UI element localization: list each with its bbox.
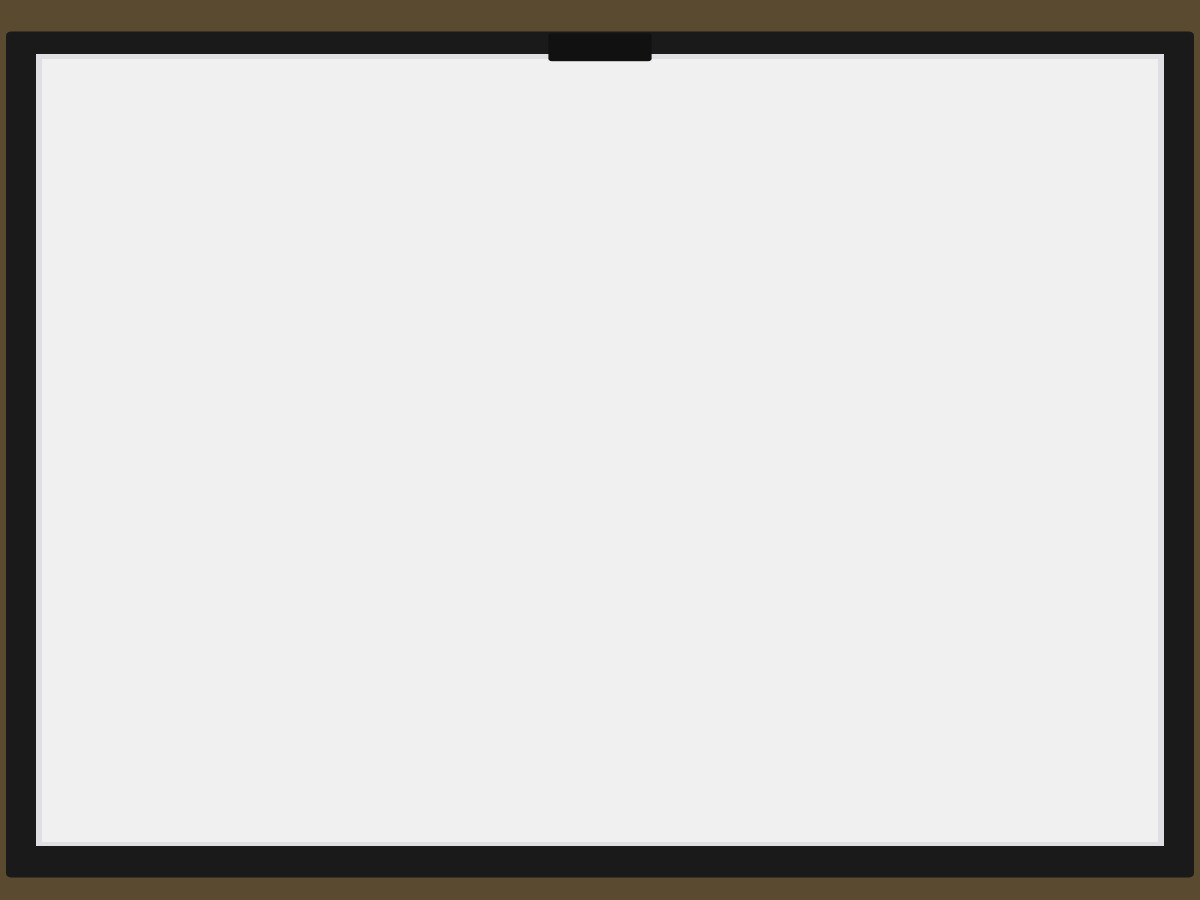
Text: Select one or more:: Select one or more: bbox=[413, 203, 528, 216]
Text: J: J bbox=[130, 664, 132, 674]
Text: Fᵎʙ: Fᵎʙ bbox=[228, 281, 241, 291]
Text: Correct: this example shows the correct calculation for the force named, well do: Correct: this example shows the correct … bbox=[672, 447, 1106, 457]
Text: A: A bbox=[124, 221, 131, 231]
Text: P₁ = 5 kN, P₂ = 10 kN, Jᵥ = 21.25 kN: P₁ = 5 kN, P₂ = 10 kN, Jᵥ = 21.25 kN bbox=[70, 104, 283, 117]
FancyBboxPatch shape bbox=[401, 431, 1130, 471]
FancyBboxPatch shape bbox=[413, 632, 437, 649]
FancyBboxPatch shape bbox=[401, 246, 1130, 285]
Text: FᵎH = 13.0 kN: FᵎH = 13.0 kN bbox=[490, 631, 570, 644]
Text: FᵎH = 14.5 kN: FᵎH = 14.5 kN bbox=[490, 322, 570, 335]
Text: Fₜʙ = −4.00 kN: Fₜʙ = −4.00 kN bbox=[490, 260, 580, 274]
Text: h.: h. bbox=[451, 693, 462, 706]
Text: a₅ m: a₅ m bbox=[97, 547, 120, 557]
Text: a₁ m: a₁ m bbox=[169, 209, 192, 220]
Text: d.: d. bbox=[451, 446, 462, 459]
Text: FᵎH = −13.0 kN: FᵎH = −13.0 kN bbox=[490, 693, 580, 706]
Text: g.: g. bbox=[451, 631, 462, 644]
Text: P₂ kN: P₂ kN bbox=[197, 212, 224, 221]
Text: Fₜʙ = 43.3 kN: Fₜʙ = 43.3 kN bbox=[490, 754, 569, 768]
FancyBboxPatch shape bbox=[413, 385, 437, 402]
Text: Angle FGB makes with the horizontal is –tan⁻¹(1.5/2): Angle FGB makes with the horizontal is –… bbox=[70, 187, 382, 201]
Text: ✓: ✓ bbox=[638, 322, 649, 335]
FancyBboxPatch shape bbox=[413, 446, 437, 464]
Text: FᵎH = −14.5 kN: FᵎH = −14.5 kN bbox=[490, 569, 580, 582]
Text: Angle FGH makes with the horizontal is: 26.57 degrees: Angle FGH makes with the horizontal is: … bbox=[70, 164, 396, 176]
Text: Fᵎʙ = 21.3 kN: Fᵎʙ = 21.3 kN bbox=[490, 446, 568, 459]
FancyBboxPatch shape bbox=[413, 570, 437, 588]
Text: Correct; this example shows the correct calculation for the force named, well do: Correct; this example shows the correct … bbox=[672, 323, 1106, 334]
Text: +Y: +Y bbox=[187, 648, 200, 657]
FancyBboxPatch shape bbox=[413, 508, 437, 526]
Text: b.: b. bbox=[451, 322, 462, 335]
FancyBboxPatch shape bbox=[413, 694, 437, 711]
Text: ✓: ✓ bbox=[638, 260, 649, 274]
FancyBboxPatch shape bbox=[401, 307, 1130, 346]
Text: Fₜʙ: Fₜʙ bbox=[294, 227, 308, 237]
Text: H: H bbox=[211, 445, 220, 455]
Text: ✓: ✓ bbox=[638, 446, 649, 459]
Text: B: B bbox=[228, 221, 235, 231]
Text: f.: f. bbox=[451, 569, 458, 582]
Text: a₄ m: a₄ m bbox=[97, 412, 120, 422]
FancyBboxPatch shape bbox=[413, 323, 437, 340]
Text: a₂ m: a₂ m bbox=[97, 287, 120, 298]
Text: a.: a. bbox=[451, 260, 462, 274]
Text: +M: +M bbox=[169, 686, 185, 695]
Text: +X: +X bbox=[239, 682, 253, 691]
Text: DELL: DELL bbox=[572, 794, 628, 814]
FancyBboxPatch shape bbox=[413, 261, 437, 279]
FancyBboxPatch shape bbox=[413, 755, 437, 773]
Text: Jᵥ: Jᵥ bbox=[138, 675, 145, 685]
Text: Fₜʙ = −17.3 kN: Fₜʙ = −17.3 kN bbox=[490, 383, 580, 397]
Text: P₁ kN: P₁ kN bbox=[125, 212, 152, 221]
Text: a₃ m: a₃ m bbox=[97, 364, 120, 374]
Text: Correct: this example shows the correct calculation for the force named, well do: Correct: this example shows the correct … bbox=[672, 262, 1106, 272]
Text: a₁ = 2 m, a₂ = 1 m, a₃ = 0.5 m, a₄ = 1 m, a₅ = 2.5 m: a₁ = 2 m, a₂ = 1 m, a₃ = 0.5 m, a₄ = 1 m… bbox=[70, 136, 383, 149]
Text: i.: i. bbox=[451, 754, 458, 768]
Text: FᵎH: FᵎH bbox=[294, 451, 310, 461]
Text: Which of the results calculated and listed below is correct for the unknown forc: Which of the results calculated and list… bbox=[70, 68, 666, 82]
Text: c.: c. bbox=[451, 383, 461, 397]
Text: Fᵎʙ = 37.9 kN: Fᵎʙ = 37.9 kN bbox=[490, 508, 568, 520]
Text: e.: e. bbox=[451, 508, 462, 520]
FancyBboxPatch shape bbox=[434, 781, 766, 825]
